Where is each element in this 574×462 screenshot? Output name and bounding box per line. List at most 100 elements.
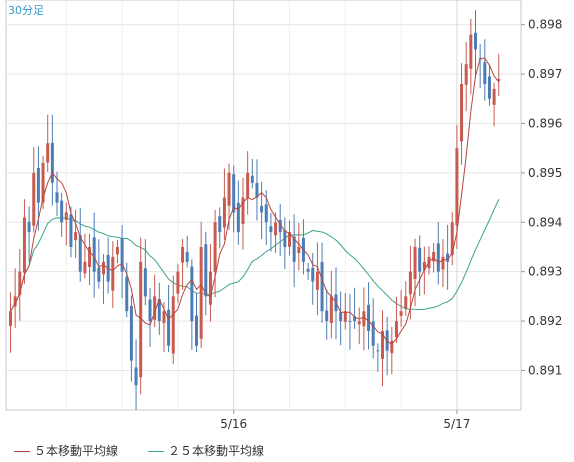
- candle-up: [441, 256, 445, 270]
- legend-ma5: ５本移動平均線: [14, 442, 118, 459]
- candle-up: [171, 296, 175, 354]
- candle-down: [376, 350, 380, 352]
- candle-down: [157, 298, 161, 322]
- candle-down: [185, 251, 189, 262]
- legend-ma5-label: ５本移動平均線: [34, 444, 119, 458]
- candle-up: [9, 311, 12, 327]
- candlestick-chart: 0.898 0.897 0.896 0.895 0.894 0.893 0.892 0.891…: [5, 0, 562, 431]
- candle-up: [432, 251, 436, 262]
- x-tick-label: 5/17: [443, 417, 470, 431]
- candle-down: [487, 76, 491, 99]
- candle-down: [269, 226, 273, 233]
- candle-down: [97, 267, 101, 282]
- candle-up: [176, 271, 180, 294]
- candle-up: [343, 311, 347, 322]
- candle-down: [385, 330, 389, 351]
- candle-down: [474, 32, 477, 50]
- candle-up: [297, 246, 301, 254]
- candle-up: [413, 246, 417, 280]
- candle-up: [450, 222, 454, 256]
- candle-down: [143, 268, 147, 297]
- candle-up: [381, 330, 384, 359]
- candle-down: [148, 299, 152, 322]
- candle-down: [292, 236, 296, 262]
- y-tick-label: 0.892: [528, 314, 562, 328]
- candle-down: [129, 305, 133, 361]
- candle-down: [348, 320, 352, 322]
- candle-down: [250, 175, 254, 183]
- candle-up: [111, 256, 115, 291]
- candle-down: [436, 243, 440, 272]
- candle-up: [422, 261, 426, 271]
- candle-up: [18, 271, 22, 296]
- candle-up: [88, 246, 92, 267]
- candle-up: [246, 172, 250, 198]
- candle-up: [115, 246, 119, 255]
- chart-title: 30分足: [8, 4, 44, 17]
- candle-up: [460, 83, 464, 142]
- candle-down: [339, 312, 343, 322]
- candle-down: [353, 316, 357, 322]
- candle-down: [255, 182, 259, 198]
- candle-down: [78, 235, 82, 272]
- candle-up: [455, 148, 459, 226]
- candle-up: [288, 232, 291, 247]
- candle-up: [83, 261, 87, 274]
- legend: ５本移動平均線 ２５本移動平均線: [0, 436, 574, 462]
- candle-down: [218, 216, 222, 233]
- candle-down: [283, 230, 287, 247]
- y-tick-label: 0.898: [528, 18, 562, 32]
- y-tick-label: 0.897: [528, 67, 562, 81]
- candle-up: [469, 34, 473, 69]
- candle-up: [399, 311, 403, 316]
- y-tick-label: 0.891: [528, 363, 562, 377]
- candle-down: [60, 200, 64, 223]
- candle-down: [190, 266, 194, 322]
- candle-up: [46, 143, 50, 163]
- candle-down: [418, 247, 422, 272]
- legend-ma25-swatch: [148, 451, 164, 452]
- y-tick-label: 0.894: [528, 215, 562, 229]
- candle-up: [41, 163, 45, 203]
- candle-up: [181, 246, 185, 263]
- candle-up: [408, 271, 412, 295]
- candle-down: [278, 219, 282, 233]
- candle-down: [483, 62, 487, 84]
- candle-down: [306, 268, 310, 272]
- candle-up: [404, 296, 408, 309]
- candle-up: [241, 197, 245, 225]
- candle-up: [394, 321, 398, 338]
- candle-up: [13, 296, 17, 307]
- candle-up: [102, 261, 105, 275]
- candle-down: [371, 321, 375, 346]
- candle-down: [367, 304, 371, 331]
- candle-down: [195, 315, 198, 346]
- candle-up: [208, 271, 212, 305]
- candle-up: [74, 232, 78, 241]
- candle-up: [492, 88, 496, 105]
- candle-down: [134, 367, 138, 386]
- candle-down: [55, 192, 59, 203]
- candle-down: [167, 309, 171, 346]
- legend-ma5-swatch: [14, 451, 30, 452]
- y-tick-label: 0.895: [528, 166, 562, 180]
- candle-up: [222, 197, 226, 228]
- candle-up: [362, 311, 366, 327]
- candle-up: [153, 296, 157, 320]
- candle-up: [162, 311, 166, 323]
- candle-down: [27, 221, 31, 233]
- candle-down: [92, 237, 96, 272]
- candle-up: [22, 217, 26, 273]
- ma5-line: [10, 57, 500, 345]
- candle-down: [36, 167, 40, 203]
- candle-down: [125, 277, 129, 312]
- x-tick-label: 5/16: [220, 417, 247, 431]
- candle-down: [236, 202, 240, 233]
- candle-up: [227, 172, 231, 206]
- candle-down: [325, 310, 329, 322]
- candle-up: [390, 340, 394, 354]
- plot-area: [5, 0, 522, 411]
- candle-up: [213, 222, 217, 272]
- candle-up: [32, 172, 36, 226]
- y-tick-label: 0.893: [528, 265, 562, 279]
